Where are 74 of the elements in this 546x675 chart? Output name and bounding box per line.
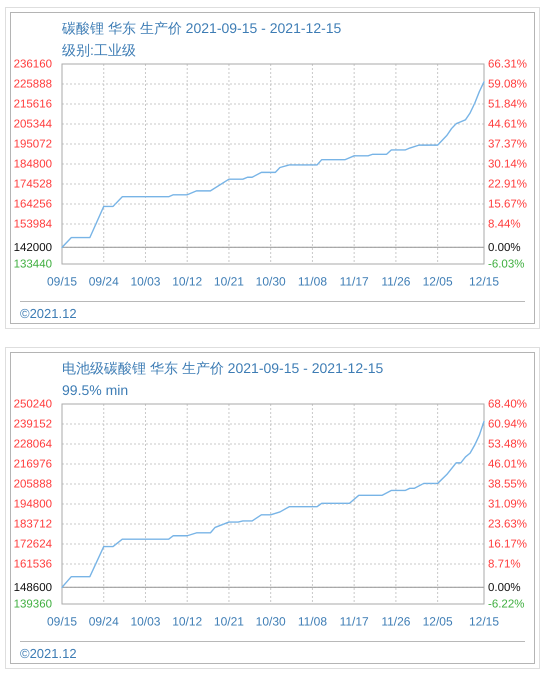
x-tick-label: 12/15 [468, 274, 500, 289]
y-tick-label: 215616 [14, 98, 52, 111]
y2-tick-label: 51.84% [488, 98, 528, 111]
y-tick-label: 194800 [14, 498, 52, 511]
y-tick-label: 225888 [14, 78, 52, 91]
chart-title: 电池级碳酸锂 华东 生产价 2021-09-15 - 2021-12-15 [62, 360, 384, 376]
x-tick-label: 10/30 [256, 274, 286, 289]
y2-tick-label: 0.00% [488, 582, 521, 594]
chart-title: 碳酸锂 华东 生产价 2021-09-15 - 2021-12-15 [61, 20, 342, 36]
y-tick-label: 153984 [14, 218, 53, 231]
y2-tick-label: 60.94% [488, 418, 528, 431]
y2-tick-label: -6.22% [488, 598, 524, 611]
y-tick-label: 164256 [14, 198, 52, 211]
y-tick-label: 205344 [14, 118, 53, 131]
text: ©2021.12 [20, 306, 77, 321]
y2-tick-label: 68.40% [488, 398, 528, 411]
y2-tick-label: 8.44% [488, 218, 521, 231]
y-tick-label: 161536 [14, 558, 52, 571]
x-tick-label: 10/12 [172, 274, 203, 289]
chart-subtitle: 级别:工业级 [62, 42, 136, 58]
x-tick-label: 11/26 [381, 614, 411, 629]
y2-tick-label: 30.14% [488, 158, 528, 171]
y-tick-label: 142000 [14, 242, 52, 254]
x-tick-label: 10/21 [214, 274, 244, 289]
x-tick-label: 09/24 [88, 274, 120, 289]
y2-tick-label: 8.71% [488, 558, 521, 571]
y2-tick-label: 44.61% [488, 118, 528, 131]
y2-tick-label: -6.03% [488, 258, 524, 271]
y-tick-label: 174528 [14, 178, 52, 191]
y2-tick-label: 22.91% [488, 178, 528, 191]
y-tick-label: 148600 [14, 582, 52, 594]
line-series [61, 420, 485, 588]
y-tick-label: 133440 [14, 258, 52, 271]
x-tick-label: 10/03 [130, 614, 161, 629]
y-tick-label: 183712 [14, 518, 52, 531]
y-tick-label: 236160 [14, 58, 52, 71]
y-tick-label: 205888 [14, 478, 52, 491]
x-tick-label: 10/30 [256, 614, 286, 629]
x-tick-label: 11/17 [340, 274, 370, 289]
x-tick-label: 09/15 [46, 274, 78, 289]
x-tick-label: 12/05 [422, 614, 453, 629]
y2-tick-label: 53.48% [488, 438, 528, 451]
y-tick-label: 250240 [14, 398, 52, 411]
y-tick-label: 184800 [14, 158, 52, 171]
x-tick-label: 11/17 [340, 614, 370, 629]
x-tick-label: 10/12 [172, 614, 203, 629]
x-tick-label: 12/15 [468, 614, 500, 629]
y2-tick-label: 23.63% [488, 518, 528, 531]
y-tick-label: 239152 [14, 418, 52, 431]
y2-tick-label: 16.17% [488, 538, 528, 551]
y2-tick-label: 46.01% [488, 458, 528, 471]
text: ©2021.12 [20, 646, 77, 661]
x-tick-label: 10/21 [214, 614, 244, 629]
y-tick-label: 195072 [14, 138, 52, 151]
x-tick-label: 09/24 [88, 614, 120, 629]
x-tick-label: 09/15 [46, 614, 78, 629]
x-tick-label: 12/05 [422, 274, 453, 289]
line-series [61, 81, 485, 248]
y2-tick-label: 31.09% [488, 498, 528, 511]
y-tick-label: 172624 [14, 538, 53, 551]
chart-subtitle: 99.5% min [62, 382, 128, 398]
x-tick-label: 11/08 [298, 614, 328, 629]
y2-tick-label: 59.08% [488, 78, 528, 91]
y2-tick-label: 37.37% [488, 138, 528, 151]
x-tick-label: 11/26 [381, 274, 411, 289]
y2-tick-label: 0.00% [488, 242, 521, 254]
x-tick-label: 11/08 [298, 274, 328, 289]
y2-tick-label: 15.67% [488, 198, 528, 211]
y-tick-label: 139360 [14, 598, 52, 611]
y2-tick-label: 38.55% [488, 478, 528, 491]
x-tick-label: 10/03 [130, 274, 161, 289]
y-tick-label: 216976 [14, 458, 52, 471]
y-tick-label: 228064 [14, 438, 53, 451]
y2-tick-label: 66.31% [488, 58, 528, 71]
